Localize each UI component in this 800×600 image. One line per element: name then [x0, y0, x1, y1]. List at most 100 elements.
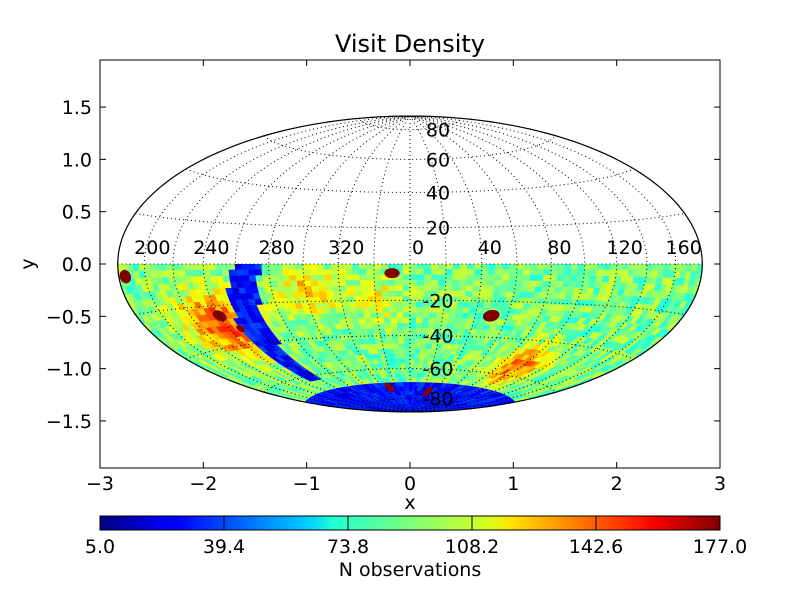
- latitude-label: -40: [422, 326, 453, 348]
- heatmap-cell: [589, 269, 598, 277]
- heatmap-cell: [360, 285, 369, 292]
- heatmap-cell: [352, 269, 361, 276]
- hotspot: [236, 325, 246, 332]
- heatmap-cell: [362, 307, 371, 314]
- heatmap-cell: [316, 264, 325, 271]
- heatmap-cell: [487, 274, 497, 282]
- graticule-grid: [117, 116, 703, 412]
- heatmap-cell: [459, 269, 468, 276]
- heatmap-cell: [680, 264, 687, 272]
- heatmap-cell: [324, 280, 333, 287]
- heatmap-cell: [241, 269, 250, 277]
- heatmap-cell: [646, 264, 654, 272]
- heatmap-cell: [583, 269, 592, 277]
- heatmap-cell: [502, 264, 511, 271]
- heatmap-cell: [337, 264, 346, 270]
- heatmap-cell: [331, 285, 341, 293]
- heatmap-cell: [354, 302, 364, 309]
- parallel-line: [185, 335, 635, 360]
- heatmap-cell: [367, 291, 376, 298]
- latitude-label: -60: [422, 359, 453, 381]
- heatmap-cell: [584, 264, 592, 271]
- heatmap-cell: [487, 280, 496, 287]
- heatmap-cell: [127, 264, 135, 272]
- heatmap-cell: [303, 280, 313, 288]
- x-tick-label: 2: [611, 473, 623, 495]
- heatmap-cell: [316, 274, 326, 282]
- x-tick-label: 3: [714, 473, 726, 495]
- heatmap-cell: [268, 275, 278, 282]
- heatmap-cell: [261, 269, 270, 277]
- heatmap-cell: [409, 285, 418, 292]
- heatmap-cell: [209, 264, 217, 271]
- heatmap-cell: [640, 264, 648, 272]
- heatmap-cell: [190, 264, 198, 271]
- heatmap-cell: [402, 312, 411, 319]
- heatmap-cell: [385, 333, 394, 340]
- heatmap-cell: [402, 296, 411, 303]
- heatmap-cell: [544, 264, 552, 271]
- heatmap-cell: [248, 264, 256, 271]
- latitude-label: -20: [422, 290, 453, 312]
- longitude-label: 40: [478, 237, 502, 259]
- heatmap-cell: [228, 269, 237, 277]
- heatmap-cell: [416, 269, 425, 276]
- x-tick-label: 0: [404, 473, 416, 495]
- heatmap-cell: [570, 269, 579, 277]
- latitude-label: 20: [426, 218, 450, 240]
- heatmap-cell: [203, 269, 211, 278]
- heatmap-cell: [409, 290, 418, 298]
- heatmap-cell: [409, 323, 417, 330]
- heatmap-cell: [275, 275, 284, 282]
- heatmap-cell: [347, 296, 356, 303]
- heatmap-cell: [344, 269, 354, 276]
- heatmap-cell: [311, 286, 320, 293]
- heatmap-cell: [310, 280, 320, 287]
- heatmap-cell: [480, 280, 489, 287]
- heatmap-cell: [138, 264, 146, 272]
- heatmap-cell: [474, 264, 483, 270]
- heatmap-cell: [428, 312, 437, 319]
- meridian-line: [409, 116, 586, 412]
- heatmap-cell: [275, 264, 283, 271]
- heatmap-cell: [404, 343, 411, 350]
- heatmap-cell: [557, 264, 566, 271]
- heatmap-cell: [459, 264, 468, 270]
- heatmap-cell: [381, 296, 390, 303]
- heatmap-cell: [373, 269, 382, 276]
- heatmap-cell: [360, 291, 369, 298]
- heatmap-cell: [367, 285, 376, 292]
- heatmap-cell: [403, 328, 411, 335]
- heatmap-cell: [403, 338, 411, 345]
- heatmap-cell: [316, 269, 325, 276]
- heatmap-cell: [415, 333, 423, 340]
- longitude-label: 0: [412, 237, 424, 259]
- heatmap-cell: [493, 285, 502, 293]
- heatmap-cell: [359, 269, 368, 276]
- heatmap-cell: [409, 317, 417, 324]
- heatmap-cell: [402, 280, 411, 287]
- heatmap-cell: [550, 269, 559, 277]
- heatmap-cell: [488, 264, 497, 271]
- heatmap-cell: [303, 274, 312, 282]
- heatmap-cell: [530, 264, 539, 271]
- heatmap-cell: [557, 269, 566, 277]
- y-tick-label: 1.5: [62, 97, 92, 119]
- heatmap-cell: [254, 264, 263, 271]
- heatmap-cell: [467, 264, 476, 270]
- heatmap-cell: [395, 290, 404, 298]
- x-tick-label: −1: [293, 473, 321, 495]
- heatmap-cell: [529, 275, 538, 282]
- heatmap-cell: [392, 338, 400, 345]
- heatmap-cell: [323, 269, 332, 276]
- heatmap-cell: [405, 368, 411, 374]
- heatmap-cell: [402, 269, 411, 276]
- heatmap-cell: [346, 291, 356, 298]
- heatmap-cell: [669, 264, 677, 272]
- heatmap-cell: [628, 264, 636, 271]
- heatmap-cell: [317, 280, 326, 287]
- heatmap-cell: [409, 343, 416, 350]
- heatmap-cell: [452, 274, 461, 281]
- heatmap-cell: [609, 269, 617, 278]
- heatmap-cell: [473, 280, 482, 287]
